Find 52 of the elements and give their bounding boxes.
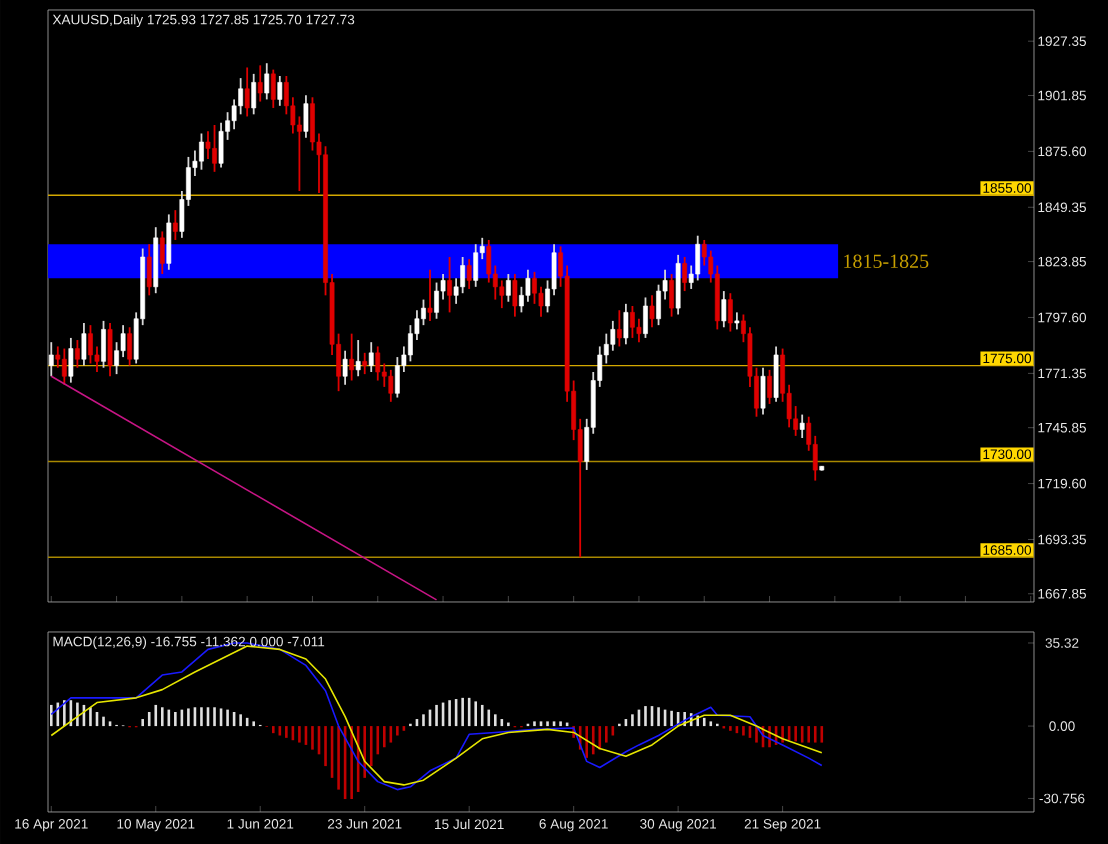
candlestick: [303, 94, 309, 139]
candlestick: [368, 341, 374, 373]
candlestick: [427, 268, 433, 322]
candlestick: [767, 368, 772, 405]
candlestick: [388, 368, 394, 403]
candlestick: [375, 345, 381, 382]
candlestick: [264, 62, 270, 101]
candlestick: [505, 273, 511, 303]
candlestick: [277, 75, 283, 107]
candlestick: [251, 72, 257, 116]
candlestick: [643, 296, 648, 339]
candlestick: [721, 290, 727, 329]
candlestick: [101, 319, 106, 369]
candlestick: [512, 273, 518, 318]
candlestick: [466, 258, 472, 290]
candlestick: [342, 349, 348, 386]
candlestick: [75, 339, 80, 369]
candlestick: [355, 339, 361, 378]
candlestick: [799, 413, 805, 439]
candlestick: [623, 302, 629, 346]
candlestick: [127, 326, 133, 367]
candlestick: [159, 230, 165, 275]
candlestick: [199, 132, 204, 171]
candlestick: [88, 324, 93, 365]
candlestick: [166, 213, 172, 271]
candlestick: [616, 309, 622, 348]
candlestick: [362, 351, 368, 376]
candlestick: [447, 256, 452, 314]
candlestick: [81, 322, 87, 367]
candlestick: [270, 68, 276, 109]
candlestick: [68, 337, 74, 384]
candlestick: [675, 253, 681, 316]
candlestick: [727, 292, 733, 333]
candlestick: [434, 281, 439, 320]
candlestick: [146, 243, 152, 297]
candlestick: [244, 66, 250, 118]
candlestick: [172, 209, 178, 241]
candlestick: [682, 256, 688, 292]
candlestick: [349, 332, 355, 382]
candlestick: [760, 366, 766, 416]
candlestick: [473, 243, 479, 288]
candlestick: [257, 64, 263, 103]
candlestick: [773, 345, 779, 403]
candlestick: [107, 322, 113, 378]
candlestick: [649, 294, 655, 329]
candlestick: [48, 341, 54, 378]
candlestick: [61, 347, 67, 386]
candlestick: [212, 124, 217, 173]
candlestick: [695, 234, 701, 282]
band-label: 1815-1825: [844, 254, 929, 268]
candlestick: [669, 273, 674, 318]
candlestick: [630, 305, 635, 339]
